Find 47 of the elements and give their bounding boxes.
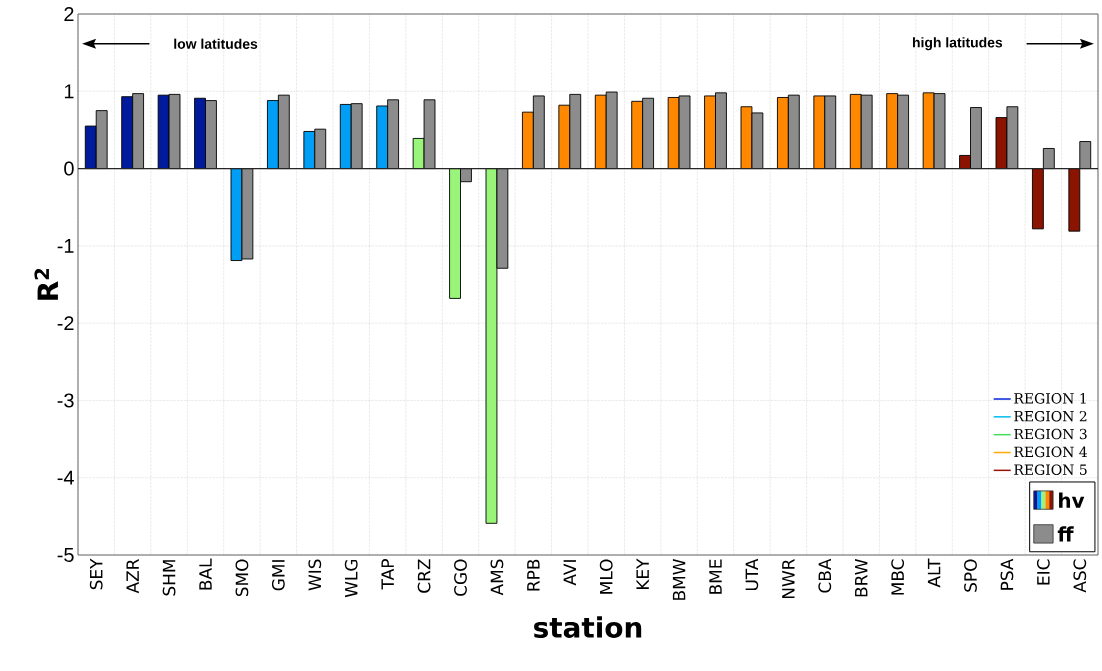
x-tick-label: CBA bbox=[818, 558, 832, 593]
x-tick-label: WIS bbox=[308, 559, 322, 591]
y-tick-label: -4 bbox=[57, 470, 74, 485]
y-tick-label: 1 bbox=[64, 84, 74, 99]
legend-label: hv bbox=[1059, 492, 1085, 508]
x-tick-label: AZR bbox=[126, 559, 139, 594]
x-tick-label: BME bbox=[709, 559, 722, 594]
x-tick-label: MBC bbox=[891, 559, 905, 595]
y-tick-label: -5 bbox=[57, 548, 74, 562]
x-tick-label: BMW bbox=[672, 559, 686, 600]
legend-label: ff bbox=[1057, 526, 1074, 542]
x-tick-label: KEY bbox=[636, 558, 649, 590]
x-tick-label: TAP bbox=[381, 559, 394, 590]
x-tick-label: BAL bbox=[199, 558, 212, 590]
x-tick-label: SHM bbox=[162, 560, 176, 596]
x-tick-label: CRZ bbox=[417, 559, 431, 593]
x-tick-label: UTA bbox=[745, 558, 759, 591]
y-tick-label: 2 bbox=[64, 7, 74, 21]
x-axis-title: station bbox=[534, 616, 642, 638]
x-tick-label: MLO bbox=[599, 559, 613, 594]
x-tick-label: SEY bbox=[89, 558, 103, 590]
x-tick-label: GMI bbox=[271, 560, 285, 591]
legend-label: REGION 4 bbox=[1014, 446, 1087, 458]
x-tick-label: ALT bbox=[927, 558, 941, 588]
annotation: high latitudes bbox=[912, 37, 1003, 51]
annotation: low latitudes bbox=[174, 38, 258, 49]
legend-label: REGION 1 bbox=[1014, 393, 1086, 404]
y-axis-title: R$^{2}$ bbox=[34, 268, 58, 300]
x-tick-label: NWR bbox=[782, 559, 795, 599]
x-tick-label: WLG bbox=[344, 559, 358, 598]
x-tick-label: AMS bbox=[490, 559, 504, 596]
x-tick-label: SPO bbox=[964, 559, 977, 592]
y-tick-label: -1 bbox=[57, 239, 74, 253]
y-tick-label: 0 bbox=[64, 161, 74, 176]
x-tick-label: RPB bbox=[527, 559, 540, 591]
x-tick-label: BRW bbox=[855, 559, 868, 597]
x-tick-label: AVI bbox=[563, 560, 576, 586]
y-tick-label: -2 bbox=[57, 316, 74, 331]
legend-label: REGION 5 bbox=[1014, 464, 1087, 475]
x-tick-label: PSA bbox=[1000, 558, 1014, 590]
legend-label: REGION 3 bbox=[1014, 428, 1087, 440]
x-tick-label: EIC bbox=[1036, 559, 1050, 585]
legend-label: REGION 2 bbox=[1014, 410, 1087, 422]
x-tick-label: CGO bbox=[454, 559, 467, 596]
x-tick-label: SMO bbox=[235, 559, 249, 597]
y-tick-label: -3 bbox=[57, 393, 74, 408]
x-tick-label: ASC bbox=[1073, 559, 1087, 593]
